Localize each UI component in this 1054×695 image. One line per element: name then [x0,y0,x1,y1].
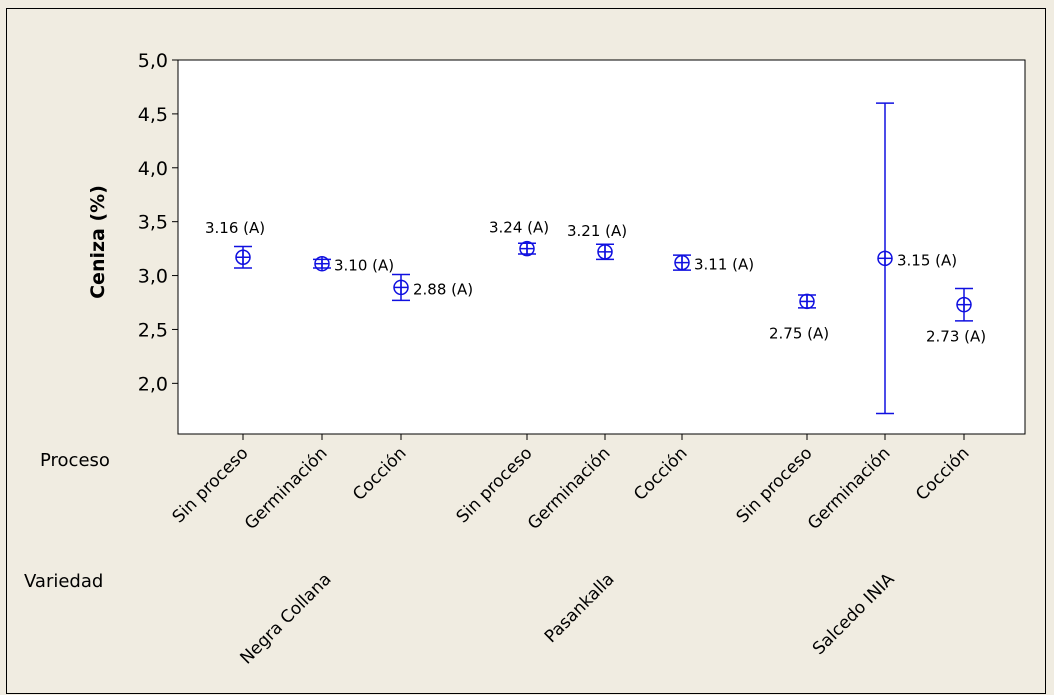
y-tick-label: 3,5 [138,212,168,234]
x-tick-label: Cocción [912,443,973,504]
data-label: 3.10 (A) [334,257,394,275]
data-label: 3.15 (A) [897,251,957,269]
x-tick-label: Germinación [804,443,895,534]
data-label: 2.73 (A) [926,328,986,346]
x-tick-label: Sin proceso [453,443,537,527]
data-label: 3.16 (A) [205,219,265,237]
group-label: Negra Collana [236,569,335,668]
group-label: Salcedo INIA [809,569,899,659]
data-label: 2.75 (A) [769,324,829,342]
data-label: 2.88 (A) [413,280,473,298]
x-tick-label: Sin proceso [733,443,817,527]
row-label-variedad: Variedad [24,571,103,592]
y-axis-title: Ceniza (%) [87,185,109,299]
data-label: 3.21 (A) [567,222,627,240]
x-tick-label: Sin proceso [169,443,253,527]
x-tick-label: Cocción [349,443,410,504]
y-tick-label: 3,0 [138,266,168,288]
data-label: 3.11 (A) [694,256,754,274]
y-tick-label: 5,0 [138,50,168,72]
y-tick-label: 2,0 [138,373,168,395]
row-label-proceso: Proceso [40,450,110,471]
group-label: Pasankalla [541,569,619,647]
x-tick-label: Cocción [630,443,691,504]
y-tick-label: 4,0 [138,158,168,180]
y-tick-label: 2,5 [138,319,168,341]
data-label: 3.24 (A) [489,219,549,237]
y-tick-label: 4,5 [138,104,168,126]
plot-area [177,59,1026,435]
x-tick-label: Germinación [241,443,332,534]
x-tick-label: Germinación [524,443,615,534]
